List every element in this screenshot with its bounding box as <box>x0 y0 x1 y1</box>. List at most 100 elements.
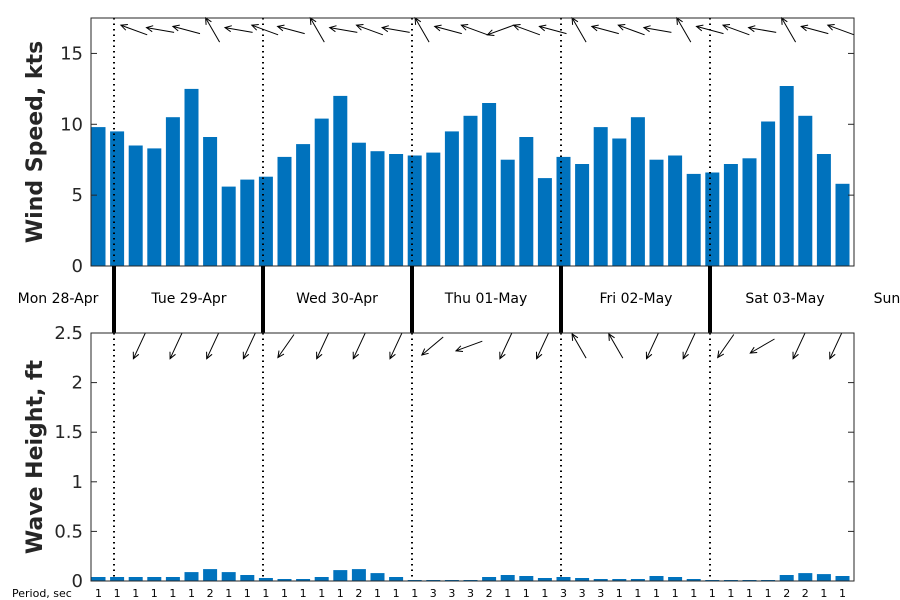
direction-arrow-wind-6 <box>276 24 305 35</box>
bar-wave-5 <box>184 572 199 581</box>
period-value-32: 1 <box>690 587 697 600</box>
period-value-22: 1 <box>504 587 511 600</box>
bar-wind-34 <box>723 164 738 266</box>
bar-wind-7 <box>221 186 236 266</box>
bar-wave-26 <box>575 578 590 581</box>
direction-arrow-wave-5 <box>316 333 329 360</box>
wave-y-tick-label-5: 2.5 <box>54 323 83 344</box>
period-value-36: 1 <box>765 587 772 600</box>
direction-arrow-wind-10 <box>380 25 410 33</box>
direction-arrow-wind-11 <box>414 16 430 43</box>
bar-wave-32 <box>686 579 701 581</box>
direction-arrow-wave-7 <box>389 333 403 360</box>
direction-arrow-wind-15 <box>512 24 541 36</box>
direction-arrow-wind-7 <box>309 16 325 43</box>
period-value-8: 1 <box>244 587 251 600</box>
bar-wave-24 <box>537 578 552 581</box>
wave-height-panel: 0 0.5 1 1.5 2 2.5 Wave Height, ft <box>23 323 855 592</box>
period-value-7: 1 <box>225 587 232 600</box>
day-label-4: Fri 02-May <box>600 291 673 307</box>
period-value-14: 2 <box>355 587 362 600</box>
bar-wind-6 <box>203 137 218 266</box>
period-value-17: 1 <box>411 587 418 600</box>
period-label: Period, sec <box>12 587 72 600</box>
direction-arrow-wave-6 <box>352 333 366 360</box>
bar-wind-10 <box>277 156 292 266</box>
period-value-18: 3 <box>430 587 437 600</box>
bar-wave-16 <box>389 577 404 581</box>
bar-wave-8 <box>240 575 255 581</box>
direction-arrow-wave-8 <box>420 336 444 356</box>
direction-arrow-wind-12 <box>433 24 462 35</box>
bar-wind-23 <box>519 137 534 266</box>
bar-wave-31 <box>668 577 683 581</box>
wind-speed-axis-label: Wind Speed, kts <box>23 41 48 243</box>
direction-arrow-wave-1 <box>169 333 183 360</box>
bar-wave-15 <box>370 573 385 581</box>
bar-wind-37 <box>779 86 794 266</box>
bar-wind-14 <box>351 142 366 266</box>
bar-wind-39 <box>816 154 831 266</box>
bar-wind-8 <box>240 179 255 266</box>
day-strip: Mon 28-Apr Tue 29-Apr Wed 30-Apr Thu 01-May… <box>18 266 900 333</box>
bar-wind-12 <box>314 118 329 266</box>
period-value-6: 2 <box>207 587 214 600</box>
bar-wind-20 <box>463 115 478 266</box>
period-value-10: 1 <box>281 587 288 600</box>
wave-height-axes-box <box>90 332 855 582</box>
day-label-2: Wed 30-Apr <box>296 291 378 307</box>
direction-arrow-wind-24 <box>747 25 777 33</box>
wind-y-tick-label-2: 10 <box>60 114 83 135</box>
bar-wind-21 <box>482 103 497 266</box>
direction-arrow-wind-27 <box>826 24 855 36</box>
bar-wind-38 <box>798 115 813 266</box>
period-value-31: 1 <box>672 587 679 600</box>
direction-arrow-wave-11 <box>536 333 549 360</box>
bar-wind-33 <box>705 172 720 266</box>
direction-arrow-wind-18 <box>590 24 619 35</box>
bar-wind-26 <box>575 164 590 266</box>
bar-wave-23 <box>519 576 534 581</box>
bar-wind-25 <box>556 156 571 266</box>
period-value-39: 1 <box>820 587 827 600</box>
bar-wind-24 <box>537 178 552 266</box>
period-value-5: 1 <box>188 587 195 600</box>
bar-wave-27 <box>593 579 608 581</box>
period-value-37: 2 <box>783 587 790 600</box>
bar-wind-5 <box>184 88 199 267</box>
bar-wave-9 <box>258 578 273 581</box>
bar-wave-40 <box>835 576 850 581</box>
bar-wave-3 <box>147 577 162 581</box>
bar-wind-1 <box>110 131 125 266</box>
day-label-6: Sun <box>874 291 900 307</box>
bar-wind-2 <box>128 145 143 266</box>
period-value-2: 1 <box>132 587 139 600</box>
period-value-23: 1 <box>523 587 530 600</box>
wind-y-tick-label-0: 0 <box>72 256 83 277</box>
wave-y-tick-label-0: 0 <box>72 571 83 592</box>
bar-wind-15 <box>370 151 385 266</box>
bar-wind-16 <box>389 154 404 266</box>
direction-arrow-wave-0 <box>132 333 146 360</box>
bar-wind-18 <box>426 152 441 266</box>
wind-y-tick-label-3: 15 <box>60 43 83 64</box>
direction-arrow-wave-19 <box>829 333 843 360</box>
bar-wind-32 <box>686 173 701 266</box>
direction-arrow-wind-5 <box>250 24 279 36</box>
bar-wind-9 <box>258 176 273 266</box>
bar-wind-11 <box>296 144 311 266</box>
bar-wave-10 <box>277 579 292 581</box>
bar-wave-12 <box>314 577 329 581</box>
direction-arrow-wave-16 <box>717 334 735 359</box>
period-value-27: 3 <box>597 587 604 600</box>
bar-wind-4 <box>165 117 180 266</box>
bar-wind-17 <box>407 155 422 266</box>
direction-arrow-wind-26 <box>800 24 829 35</box>
bar-wave-11 <box>296 579 311 581</box>
period-value-11: 1 <box>300 587 307 600</box>
direction-arrow-wind-20 <box>642 25 672 33</box>
period-value-40: 1 <box>839 587 846 600</box>
bar-wind-29 <box>630 117 645 266</box>
direction-arrow-wave-2 <box>206 333 219 360</box>
